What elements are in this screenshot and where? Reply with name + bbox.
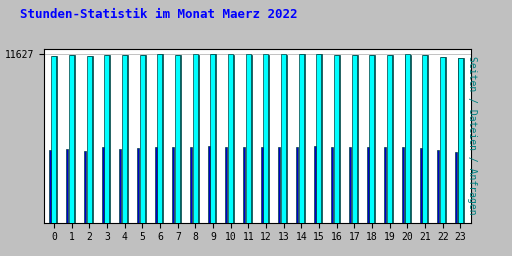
Bar xyxy=(157,54,162,223)
Bar xyxy=(458,58,462,223)
Bar xyxy=(349,147,351,223)
Bar xyxy=(314,146,315,223)
Bar xyxy=(194,55,199,223)
Bar xyxy=(246,55,252,223)
Bar xyxy=(190,147,192,223)
Bar xyxy=(246,54,250,223)
Bar xyxy=(88,57,93,223)
Bar xyxy=(193,55,198,223)
Bar xyxy=(70,55,75,223)
Bar xyxy=(140,55,144,223)
Bar xyxy=(334,55,339,223)
Bar xyxy=(331,147,333,223)
Bar xyxy=(210,54,215,223)
Bar xyxy=(69,55,74,223)
Bar xyxy=(155,146,157,223)
Bar xyxy=(459,58,464,223)
Bar xyxy=(298,54,304,223)
Bar xyxy=(406,55,411,223)
Bar xyxy=(335,55,340,223)
Bar xyxy=(229,55,234,223)
Bar xyxy=(369,55,374,223)
Bar xyxy=(122,55,127,223)
Bar xyxy=(422,55,427,223)
Bar xyxy=(175,55,180,223)
Bar xyxy=(296,147,298,223)
Bar xyxy=(208,146,209,223)
Bar xyxy=(316,54,321,223)
Bar xyxy=(437,151,439,223)
Bar xyxy=(52,56,57,223)
Bar xyxy=(84,151,86,223)
Bar xyxy=(102,147,103,223)
Bar xyxy=(211,54,217,223)
Bar xyxy=(137,148,139,223)
Y-axis label: Seiten / Dateien / Anfragen: Seiten / Dateien / Anfragen xyxy=(466,56,477,215)
Bar xyxy=(420,148,421,223)
Bar xyxy=(388,55,393,223)
Bar xyxy=(51,56,56,223)
Bar xyxy=(67,149,68,223)
Bar xyxy=(352,55,358,223)
Bar xyxy=(317,54,323,223)
Bar xyxy=(49,150,51,223)
Bar xyxy=(387,55,392,223)
Bar xyxy=(87,56,92,223)
Bar xyxy=(281,54,286,223)
Bar xyxy=(264,55,269,223)
Bar xyxy=(123,55,128,223)
Text: Stunden-Statistik im Monat Maerz 2022: Stunden-Statistik im Monat Maerz 2022 xyxy=(20,8,298,21)
Bar xyxy=(367,147,369,223)
Bar xyxy=(176,55,181,223)
Bar xyxy=(441,57,446,223)
Bar xyxy=(105,55,111,223)
Bar xyxy=(402,147,404,223)
Bar xyxy=(261,147,263,223)
Bar xyxy=(158,55,163,223)
Bar xyxy=(119,149,121,223)
Bar xyxy=(173,147,174,223)
Bar xyxy=(279,147,280,223)
Bar xyxy=(225,147,227,223)
Bar xyxy=(423,55,429,223)
Bar xyxy=(455,152,457,223)
Bar xyxy=(440,57,445,223)
Bar xyxy=(140,55,146,223)
Bar xyxy=(243,147,245,223)
Bar xyxy=(404,55,410,223)
Bar xyxy=(300,55,305,223)
Bar xyxy=(282,55,287,223)
Bar xyxy=(263,54,268,223)
Bar xyxy=(228,55,233,223)
Bar xyxy=(352,55,356,223)
Bar xyxy=(370,55,375,223)
Bar xyxy=(385,147,386,223)
Bar xyxy=(104,55,109,223)
